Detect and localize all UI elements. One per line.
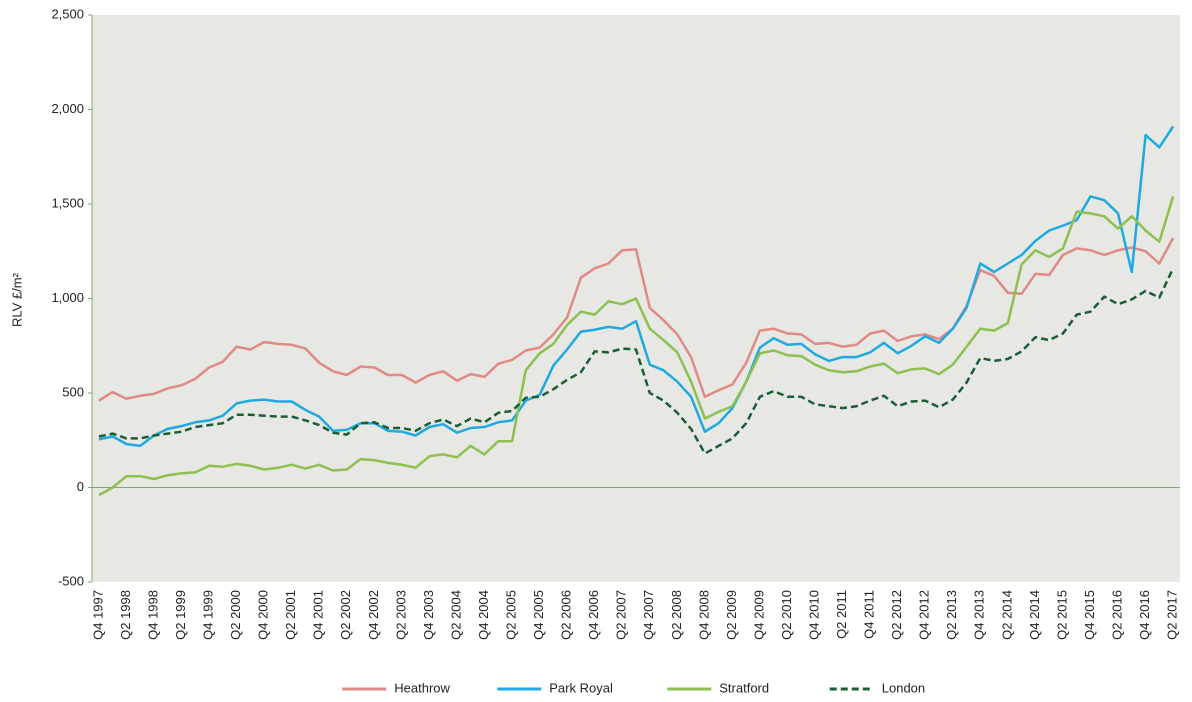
x-tick-label: Q4 2016: [1137, 590, 1152, 640]
x-tick-label: Q2 2006: [559, 590, 574, 640]
x-tick-label: Q2 2017: [1165, 590, 1180, 640]
x-tick-label: Q4 2013: [972, 590, 987, 640]
x-tick-label: Q4 2003: [421, 590, 436, 640]
x-tick-label: Q2 2011: [834, 590, 849, 639]
y-tick-label: 1,500: [51, 195, 84, 210]
legend-label: Stratford: [719, 680, 769, 695]
x-tick-label: Q2 2001: [283, 590, 298, 640]
x-tick-label: Q2 2000: [228, 590, 243, 640]
x-tick-label: Q2 2002: [338, 590, 353, 640]
x-tick-label: Q4 1998: [145, 590, 160, 640]
x-tick-label: Q2 2014: [999, 590, 1014, 640]
x-tick-label: Q4 2006: [586, 590, 601, 640]
x-tick-label: Q2 2004: [448, 590, 463, 640]
x-tick-label: Q2 2007: [614, 590, 629, 640]
x-tick-label: Q2 2005: [503, 590, 518, 640]
series-line: [98, 267, 1175, 455]
x-tick-label: Q2 2010: [779, 590, 794, 640]
x-tick-label: Q4 2009: [751, 590, 766, 640]
x-tick-label: Q4 2012: [917, 590, 932, 640]
x-tick-label: Q2 2016: [1109, 590, 1124, 640]
y-tick-label: 2,000: [51, 101, 84, 116]
series-line: [98, 196, 1175, 497]
x-tick-label: Q4 1999: [201, 590, 216, 640]
series-line: [98, 125, 1175, 448]
legend-label: Park Royal: [549, 680, 613, 695]
x-tick-label: Q4 2005: [531, 590, 546, 640]
y-tick-label: -500: [58, 573, 84, 588]
legend-label: Heathrow: [394, 680, 450, 695]
x-tick-label: Q4 2007: [641, 590, 656, 640]
y-axis-label: RLV £/m²: [9, 272, 24, 327]
x-tick-label: Q4 2014: [1027, 590, 1042, 640]
x-tick-label: Q4 2001: [311, 590, 326, 640]
y-tick-label: 1,000: [51, 290, 84, 305]
x-tick-label: Q2 1998: [118, 590, 133, 640]
series-line: [98, 237, 1175, 402]
x-tick-label: Q4 2002: [366, 590, 381, 640]
x-tick-label: Q4 2015: [1082, 590, 1097, 640]
x-tick-label: Q4 2010: [806, 590, 821, 640]
x-tick-label: Q2 2009: [724, 590, 739, 640]
x-tick-label: Q2 2012: [889, 590, 904, 640]
x-tick-label: Q4 2011: [862, 590, 877, 639]
x-tick-label: Q2 2008: [669, 590, 684, 640]
x-tick-label: Q4 2000: [256, 590, 271, 640]
x-tick-label: Q4 1997: [90, 590, 105, 640]
y-tick-label: 500: [62, 384, 84, 399]
y-tick-label: 0: [77, 479, 84, 494]
x-tick-label: Q2 2015: [1054, 590, 1069, 640]
legend-label: London: [882, 680, 925, 695]
x-tick-label: Q4 2004: [476, 590, 491, 640]
x-tick-label: Q2 2013: [944, 590, 959, 640]
x-tick-label: Q4 2008: [696, 590, 711, 640]
x-tick-label: Q2 2003: [393, 590, 408, 640]
y-tick-label: 2,500: [51, 6, 84, 21]
x-tick-label: Q2 1999: [173, 590, 188, 640]
